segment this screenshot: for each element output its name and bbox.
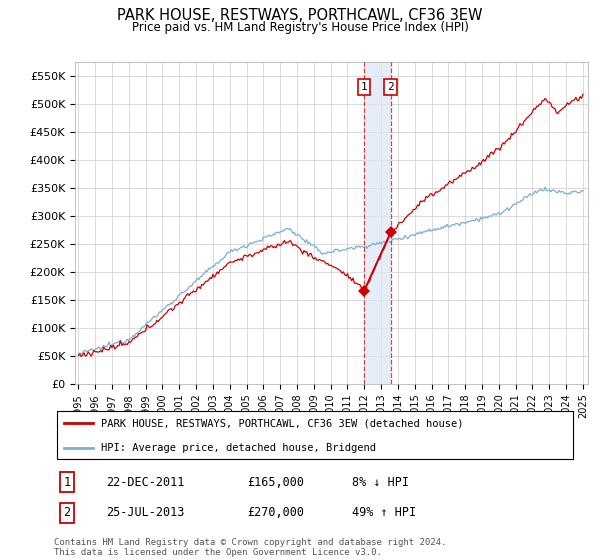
Text: Contains HM Land Registry data © Crown copyright and database right 2024.
This d: Contains HM Land Registry data © Crown c…	[54, 538, 446, 557]
Text: 2: 2	[64, 506, 71, 520]
Text: £165,000: £165,000	[247, 475, 304, 489]
Text: 49% ↑ HPI: 49% ↑ HPI	[352, 506, 416, 520]
Text: Price paid vs. HM Land Registry's House Price Index (HPI): Price paid vs. HM Land Registry's House …	[131, 21, 469, 34]
Text: 25-JUL-2013: 25-JUL-2013	[106, 506, 185, 520]
Text: HPI: Average price, detached house, Bridgend: HPI: Average price, detached house, Brid…	[101, 442, 376, 452]
Text: 2: 2	[387, 82, 394, 92]
Text: 1: 1	[64, 475, 71, 489]
Text: £270,000: £270,000	[247, 506, 304, 520]
Text: 1: 1	[361, 82, 367, 92]
FancyBboxPatch shape	[56, 412, 574, 459]
Text: 22-DEC-2011: 22-DEC-2011	[106, 475, 185, 489]
Text: 8% ↓ HPI: 8% ↓ HPI	[352, 475, 409, 489]
Text: PARK HOUSE, RESTWAYS, PORTHCAWL, CF36 3EW (detached house): PARK HOUSE, RESTWAYS, PORTHCAWL, CF36 3E…	[101, 418, 463, 428]
Text: PARK HOUSE, RESTWAYS, PORTHCAWL, CF36 3EW: PARK HOUSE, RESTWAYS, PORTHCAWL, CF36 3E…	[117, 8, 483, 24]
Bar	[364, 62, 391, 384]
